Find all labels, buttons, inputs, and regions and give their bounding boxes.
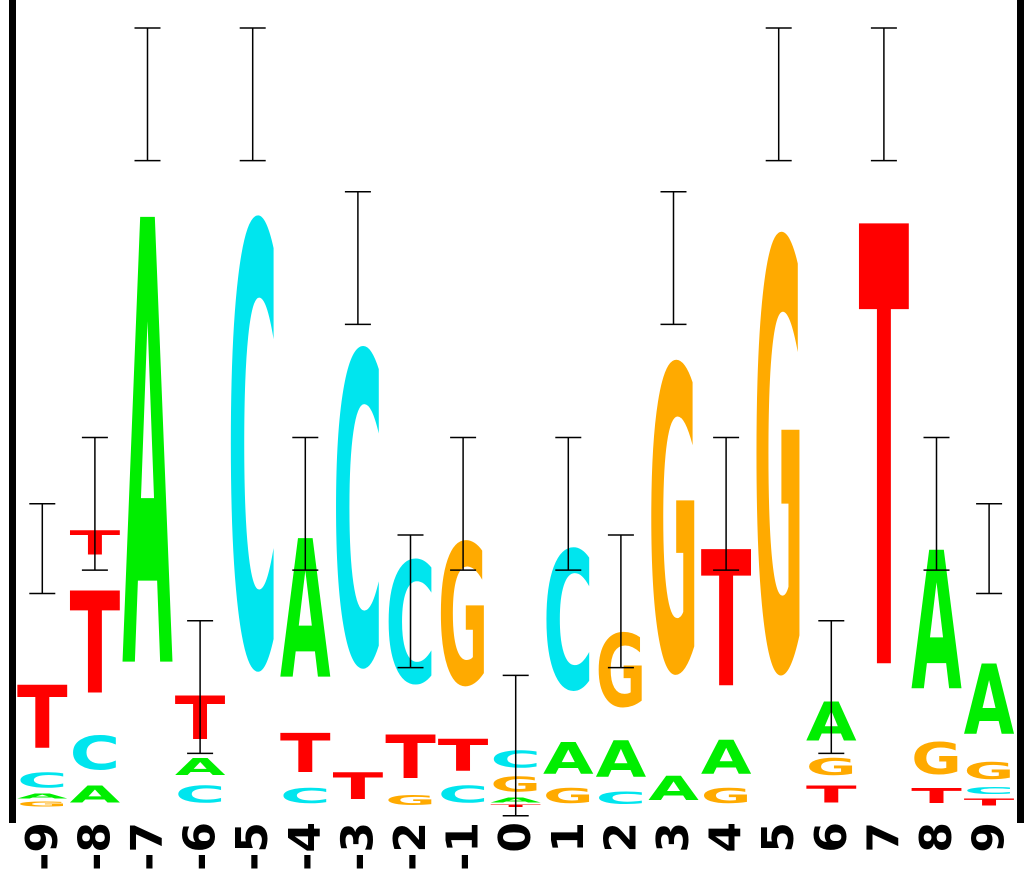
logo-letter-C: C — [17, 769, 68, 792]
left-axis-line — [9, 0, 16, 823]
error-bar — [292, 436, 319, 571]
stack-pos--3: TC — [333, 268, 384, 808]
logo-letter-T: T — [438, 731, 489, 781]
logo-letter-T: T — [70, 564, 121, 726]
x-tick-label: -4 — [280, 822, 331, 869]
x-tick-label: -6 — [175, 822, 226, 869]
x-tick-label: -7 — [122, 822, 173, 869]
error-bar — [765, 27, 792, 162]
x-tick-label: -8 — [69, 822, 120, 869]
logo-letter-G: G — [17, 800, 68, 808]
x-tick-label: 1 — [543, 822, 594, 853]
error-bar — [239, 27, 266, 162]
stack-pos-5: G — [753, 124, 804, 806]
logo-letter-C: C — [227, 104, 278, 807]
logo-letter-A: A — [648, 770, 699, 809]
logo-letter-C: C — [175, 781, 226, 808]
stack-pos-7: T — [859, 105, 910, 807]
x-tick-label: -2 — [385, 822, 436, 869]
x-tick-label: 6 — [806, 822, 857, 853]
logo-letter-A: A — [543, 735, 594, 785]
logo-letter-C: C — [280, 785, 331, 808]
logo-letter-G: G — [753, 124, 804, 806]
logo-letter-G: G — [385, 793, 436, 809]
stack-pos--7: A — [122, 96, 173, 806]
logo-letter-T: T — [280, 723, 331, 785]
logo-letter-G: G — [964, 757, 1015, 784]
logo-letter-C: C — [964, 785, 1015, 797]
error-bar — [134, 27, 161, 162]
error-bar — [29, 503, 56, 595]
logo-letter-G: G — [806, 754, 857, 781]
error-bar — [450, 436, 477, 571]
x-tick-label: 7 — [858, 822, 909, 853]
logo-letter-G: G — [543, 784, 594, 808]
error-bar — [660, 191, 687, 326]
x-tick-label: -9 — [17, 822, 68, 869]
logo-letter-A: A — [17, 792, 68, 800]
stack-pos-6: TGA — [806, 692, 857, 808]
error-bar — [344, 191, 371, 326]
logo-letter-T: T — [385, 722, 436, 792]
logo-letter-A: A — [964, 645, 1015, 757]
error-bar — [713, 436, 740, 571]
x-tick-label: 0 — [490, 822, 541, 853]
error-bar — [502, 674, 529, 817]
x-tick-label: 4 — [701, 822, 752, 853]
error-bar — [555, 436, 582, 571]
error-bar — [607, 534, 634, 669]
x-tick-labels: -9 -8 -7 -6 -5 -4 -3 -2 -1 0 1 2 3 4 5 6 7 8 9 — [17, 822, 1015, 871]
x-tick-label: -5 — [227, 822, 278, 869]
logo-letter-C: C — [70, 726, 121, 781]
stack-pos--6: CAT — [175, 683, 226, 808]
logo-letter-C: C — [333, 268, 384, 765]
error-bar — [187, 620, 214, 755]
logo-letter-G: G — [648, 284, 699, 768]
x-tick-label: 8 — [911, 822, 962, 853]
logo-letter-G: G — [701, 784, 752, 808]
x-tick-label: -1 — [438, 822, 489, 869]
logo-letter-T: T — [859, 105, 910, 807]
letter-stacks: GACTACTTACATCCTATCGTCCTGTAGCGACCAGAGGATG… — [17, 96, 1015, 808]
error-bar — [870, 27, 897, 162]
logo-letter-A: A — [122, 96, 173, 806]
error-bar — [397, 534, 424, 669]
x-tick-label: 9 — [964, 822, 1015, 853]
logo-letter-T: T — [806, 781, 857, 808]
logo-letter-T: T — [333, 765, 384, 808]
stack-pos--5: C — [227, 104, 278, 807]
x-tick-label: 5 — [753, 822, 804, 853]
error-bar — [976, 503, 1003, 595]
logo-letter-A: A — [70, 781, 121, 809]
error-bar — [818, 620, 845, 755]
x-tick-label: 3 — [648, 822, 699, 853]
logo-letter-A: A — [596, 730, 647, 788]
stack-pos-3: AG — [648, 284, 699, 808]
x-tick-label: -3 — [332, 822, 383, 869]
logo-letter-T: T — [17, 669, 68, 770]
right-axis-line — [1017, 0, 1024, 823]
stack-pos-2: CAG — [596, 613, 647, 808]
logo-letter-G: G — [911, 734, 962, 784]
error-bar — [81, 436, 108, 571]
logo-letter-C: C — [438, 781, 489, 808]
logo-letter-A: A — [175, 753, 226, 781]
logo-letter-C: C — [596, 788, 647, 808]
error-bars — [29, 27, 1003, 817]
logo-letter-A: A — [701, 731, 752, 785]
logo-letter-T: T — [911, 785, 962, 808]
logo-letter-T: T — [964, 797, 1015, 809]
error-bar — [923, 436, 950, 571]
stack-pos-8: TGA — [911, 512, 962, 808]
x-tick-label: 2 — [595, 822, 646, 853]
